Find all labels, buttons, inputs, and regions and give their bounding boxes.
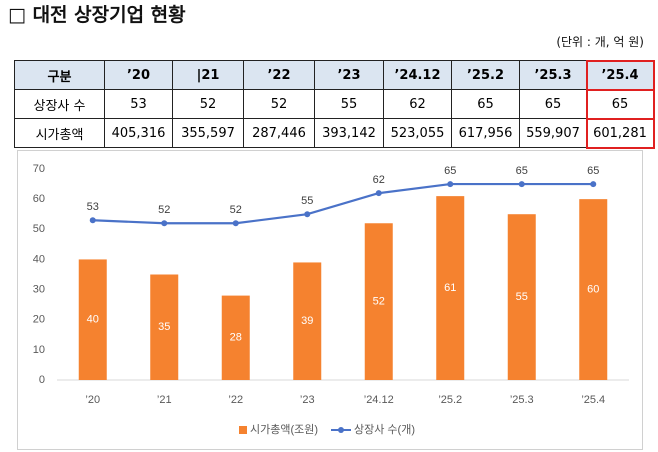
point-label: 65 xyxy=(587,165,599,177)
table-cell: 65 xyxy=(585,88,655,120)
y-tick-label: 20 xyxy=(33,314,45,326)
table-cell: 559,907 xyxy=(519,118,587,148)
x-tick-label: ’23 xyxy=(300,394,315,406)
legend-label: 상장사 수(개) xyxy=(354,423,415,436)
table-cell: ’20 xyxy=(104,60,173,90)
bar xyxy=(507,214,536,380)
bar xyxy=(293,262,322,380)
table-cell: ’25.2 xyxy=(451,60,520,90)
y-tick-label: 60 xyxy=(33,193,45,205)
table-cell: ’22 xyxy=(243,60,315,90)
bar-label: 28 xyxy=(230,332,242,344)
bar xyxy=(579,199,608,380)
x-tick-label: ’25.4 xyxy=(581,394,605,406)
x-tick-label: ’22 xyxy=(228,394,243,406)
point-label: 53 xyxy=(87,201,99,213)
bar xyxy=(150,274,179,380)
point xyxy=(304,211,311,218)
y-tick-label: 50 xyxy=(33,223,45,235)
bar-label: 52 xyxy=(373,296,385,308)
x-tick-label: ’20 xyxy=(85,394,100,406)
y-tick-label: 0 xyxy=(39,374,45,386)
table-row: 구분 ’20 |21’22’23’24.12’25.2’25.3’25.4 xyxy=(14,59,655,91)
chart: 0 10 20 30 40 50 60 70 ’20 ’21 ’22 ’23 ’24.12 ’25.2 ’2… xyxy=(17,150,643,450)
point xyxy=(161,220,168,227)
table-cell: 52 xyxy=(243,89,315,119)
unit-note: (단위 : 개, 억 원) xyxy=(556,35,644,49)
table-cell: ’24.12 xyxy=(383,60,452,90)
point xyxy=(518,181,525,188)
table-cell: |21 xyxy=(172,60,244,90)
point xyxy=(447,181,454,188)
y-tick-label: 10 xyxy=(33,344,45,356)
bar xyxy=(78,259,107,380)
bar xyxy=(364,223,393,380)
table-cell: ’25.4 xyxy=(585,59,655,91)
point-label: 65 xyxy=(516,165,528,177)
point-label: 55 xyxy=(301,195,313,207)
table-cell: 53 xyxy=(104,89,173,119)
x-tick-label: ’24.12 xyxy=(364,394,394,406)
table-cell: ’25.3 xyxy=(519,60,587,90)
table-cell: 65 xyxy=(519,89,587,119)
table-cell: 시가총액 xyxy=(14,118,105,148)
table-cell: 52 xyxy=(172,89,244,119)
table-cell: 62 xyxy=(383,89,452,119)
table-cell: 상장사 수 xyxy=(14,89,105,119)
point-label: 65 xyxy=(444,165,456,177)
bar xyxy=(436,196,465,380)
legend-swatch xyxy=(338,427,344,433)
table-cell: 287,446 xyxy=(243,118,315,148)
point-label: 52 xyxy=(230,204,242,216)
table-cell: 355,597 xyxy=(172,118,244,148)
point xyxy=(232,220,239,227)
table-cell: ’23 xyxy=(314,60,384,90)
y-tick-label: 30 xyxy=(33,283,45,295)
bar-label: 40 xyxy=(87,314,99,326)
bar-label: 35 xyxy=(158,321,170,333)
point-label: 52 xyxy=(158,204,170,216)
table-cell: 601,281 xyxy=(585,117,655,149)
x-tick-label: ’25.2 xyxy=(438,394,462,406)
y-tick-label: 40 xyxy=(33,253,45,265)
table-cell: 구분 xyxy=(14,60,105,90)
legend-label: 시가총액(조원) xyxy=(250,423,318,436)
table: 구분 ’20 |21’22’23’24.12’25.2’25.3’25.4 상장사 수… xyxy=(14,59,655,149)
bar xyxy=(221,295,250,380)
table-cell: 65 xyxy=(451,89,520,119)
x-tick-label: ’25.3 xyxy=(510,394,534,406)
table-cell: 405,316 xyxy=(104,118,173,148)
bar-label: 60 xyxy=(587,283,599,295)
table-row: 시가총액 405,316 355,597 287,446 393,142 523,055 6… xyxy=(14,117,655,149)
y-tick-label: 70 xyxy=(33,163,45,175)
line xyxy=(92,182,594,225)
legend-swatch xyxy=(239,426,247,434)
bar-label: 39 xyxy=(301,315,313,327)
point xyxy=(375,190,382,197)
bar-label: 61 xyxy=(444,282,456,294)
table-cell: 393,142 xyxy=(314,118,384,148)
point xyxy=(89,217,96,224)
chart-frame xyxy=(17,150,643,450)
point-label: 62 xyxy=(373,174,385,186)
table-row: 상장사 수 53 52 52 55 62 65 65 65 xyxy=(14,88,655,120)
x-tick-label: ’21 xyxy=(157,394,172,406)
bar-label: 55 xyxy=(516,291,528,303)
point xyxy=(590,181,597,188)
table-cell: 523,055 xyxy=(383,118,452,148)
table-cell: 617,956 xyxy=(451,118,520,148)
table-cell: 55 xyxy=(314,89,384,119)
title: □ 대전 상장기업 현황 xyxy=(8,4,186,26)
